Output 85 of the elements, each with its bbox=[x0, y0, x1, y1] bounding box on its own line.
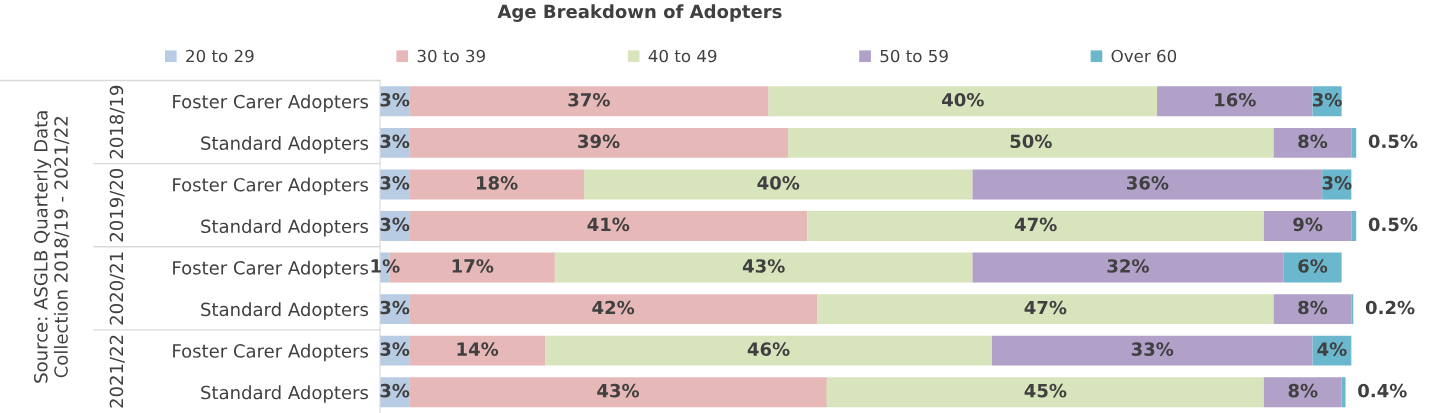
data-label: 3% bbox=[380, 217, 410, 232]
bar bbox=[409, 211, 808, 241]
chart-title: Age Breakdown of Adopters bbox=[497, 4, 782, 22]
text: 2019/20 bbox=[109, 168, 125, 242]
data-label: 32% bbox=[1107, 259, 1149, 273]
y-tick-label: Foster Carer Adopters bbox=[173, 343, 369, 362]
data-label: 45% bbox=[1024, 383, 1067, 398]
text: 2018/19 bbox=[109, 85, 125, 159]
data-label: 8% bbox=[1298, 300, 1328, 315]
data-label: 40% bbox=[757, 176, 800, 190]
bar bbox=[1157, 86, 1313, 117]
data-label: 3% bbox=[1312, 92, 1342, 107]
data-label: 18% bbox=[477, 176, 518, 190]
bar bbox=[991, 335, 1313, 366]
data-label: 0.5% bbox=[1368, 217, 1418, 232]
bar bbox=[1341, 377, 1346, 408]
bar bbox=[807, 211, 1264, 241]
bar bbox=[409, 377, 827, 408]
data-label: 41% bbox=[587, 217, 630, 232]
bar bbox=[972, 252, 1284, 283]
text: 2021/22 bbox=[109, 335, 125, 408]
bar bbox=[409, 294, 818, 325]
bar bbox=[554, 252, 973, 283]
bar bbox=[409, 169, 584, 200]
data-label: 43% bbox=[742, 259, 785, 273]
bar bbox=[1263, 377, 1342, 408]
data-label: 3% bbox=[380, 383, 410, 398]
bar bbox=[1273, 127, 1352, 158]
legend-label: 50 to 59 bbox=[880, 49, 948, 63]
data-label: 37% bbox=[568, 92, 610, 107]
bar bbox=[409, 127, 788, 158]
data-label: 4% bbox=[1317, 342, 1347, 356]
data-label: 39% bbox=[578, 134, 620, 149]
bar bbox=[1283, 252, 1342, 283]
data-label: 0.4% bbox=[1358, 383, 1407, 398]
data-label: 6% bbox=[1298, 259, 1328, 273]
data-label: 3% bbox=[380, 342, 410, 356]
bar bbox=[787, 127, 1274, 158]
data-label: 3% bbox=[380, 176, 410, 190]
text: 2020/21 bbox=[109, 252, 125, 325]
data-label: 43% bbox=[597, 383, 640, 398]
y-tick-label: Standard Adopters bbox=[201, 385, 369, 403]
data-label: 8% bbox=[1288, 383, 1318, 398]
bar bbox=[817, 294, 1274, 325]
y-tick-label: Standard Adopters bbox=[201, 302, 369, 320]
data-label: 47% bbox=[1024, 300, 1067, 315]
data-label: 14% bbox=[457, 342, 499, 356]
data-label: 0.5% bbox=[1368, 134, 1418, 149]
bar bbox=[1351, 211, 1357, 241]
bar bbox=[409, 86, 769, 117]
y-tick-label: Standard Adopters bbox=[201, 219, 369, 237]
bar bbox=[583, 169, 973, 200]
data-label: 9% bbox=[1293, 217, 1323, 232]
data-label: 16% bbox=[1215, 92, 1256, 107]
data-label: 17% bbox=[452, 259, 494, 273]
data-label: 1% bbox=[371, 259, 400, 273]
data-label: 3% bbox=[380, 92, 410, 107]
bar bbox=[972, 169, 1323, 200]
legend-label: Over 60 bbox=[1111, 49, 1177, 63]
data-label: 50% bbox=[1010, 134, 1052, 149]
data-label: 33% bbox=[1131, 342, 1174, 356]
y-tick-label: Standard Adopters bbox=[201, 136, 369, 154]
data-label: 42% bbox=[592, 300, 635, 315]
y-tick-label: Foster Carer Adopters bbox=[173, 177, 369, 196]
bar bbox=[768, 86, 1158, 117]
bar bbox=[826, 377, 1264, 408]
data-label: 40% bbox=[942, 92, 984, 107]
data-label: 36% bbox=[1126, 176, 1169, 190]
bar bbox=[409, 335, 546, 366]
data-label: 3% bbox=[380, 300, 410, 315]
data-label: 3% bbox=[380, 134, 410, 149]
legend-label: 20 to 29 bbox=[186, 49, 254, 63]
data-label: 0.2% bbox=[1365, 300, 1415, 315]
data-label: 47% bbox=[1014, 217, 1057, 232]
legend-label: 40 to 49 bbox=[648, 49, 717, 63]
y-tick-label: Foster Carer Adopters bbox=[173, 94, 369, 112]
source-note: Source: ASGLB Quarterly Data Collection 2018/19 - 2021/22 bbox=[33, 111, 70, 383]
legend-label: 30 to 39 bbox=[417, 49, 485, 63]
data-label: 8% bbox=[1298, 134, 1328, 149]
data-label: 46% bbox=[747, 342, 790, 356]
bar bbox=[1351, 127, 1357, 158]
bar bbox=[1273, 294, 1352, 325]
bar bbox=[545, 335, 992, 366]
y-tick-label: Foster Carer Adopters bbox=[173, 260, 369, 279]
bar bbox=[1263, 211, 1352, 241]
